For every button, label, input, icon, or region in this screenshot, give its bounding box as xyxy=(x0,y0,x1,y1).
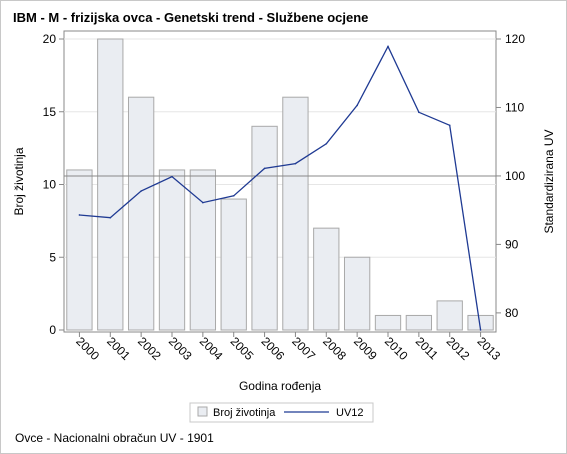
point-uv12-2000 xyxy=(78,214,81,216)
x-tick-label: 2012 xyxy=(444,334,473,363)
legend-label-bar: Broj životinja xyxy=(213,407,276,419)
point-uv12-2013 xyxy=(479,329,482,331)
bar-2006 xyxy=(251,125,278,331)
x-tick-label: 2013 xyxy=(474,334,503,363)
bar-2005 xyxy=(220,198,247,331)
x-tick-label: 2003 xyxy=(166,334,195,363)
left-tick-label: 20 xyxy=(43,32,57,46)
point-uv12-2007 xyxy=(294,162,297,165)
point-uv12-2012 xyxy=(448,124,451,127)
left-axis-title: Broj životinja xyxy=(12,147,26,215)
left-tick-label: 15 xyxy=(43,105,57,119)
x-axis-title: Godina rođenja xyxy=(239,379,321,393)
right-tick-label: 100 xyxy=(505,169,525,183)
right-tick-label: 120 xyxy=(505,32,525,46)
point-uv12-2005 xyxy=(232,194,235,197)
bar-2007 xyxy=(282,96,309,331)
bar-2012 xyxy=(436,300,463,331)
point-uv12-2003 xyxy=(171,175,173,178)
footnote: Ovce - Nacionalni obračun UV - 1901 xyxy=(15,431,214,445)
x-tick-label: 2009 xyxy=(351,334,380,363)
legend-label-line: UV12 xyxy=(336,407,364,419)
bar-2008 xyxy=(313,227,340,331)
left-tick-label: 0 xyxy=(49,323,56,337)
point-uv12-2002 xyxy=(140,190,142,192)
left-tick-label: 10 xyxy=(43,178,57,192)
x-tick-label: 2000 xyxy=(73,334,102,363)
right-axis-title: Standardizirana UV xyxy=(542,129,556,233)
x-tick-label: 2006 xyxy=(258,334,287,363)
point-uv12-2009 xyxy=(356,104,358,107)
x-tick-label: 2001 xyxy=(104,334,133,363)
bar-2003 xyxy=(158,169,186,331)
bar-2000 xyxy=(66,169,93,331)
chart-title: IBM - M - frizijska ovca - Genetski tren… xyxy=(13,10,369,25)
point-uv12-2006 xyxy=(263,167,266,170)
bar-2004 xyxy=(189,169,217,331)
bar-2011 xyxy=(405,314,433,331)
right-tick-label: 110 xyxy=(505,100,524,114)
x-tick-label: 2010 xyxy=(382,334,411,363)
bar-2002 xyxy=(127,96,155,331)
series-line-uv12 xyxy=(79,45,482,331)
bar-2009 xyxy=(343,256,371,331)
x-tick-label: 2002 xyxy=(135,334,164,363)
x-tick-label: 2007 xyxy=(289,334,318,363)
x-tick-label: 2004 xyxy=(197,334,226,363)
x-tick-label: 2008 xyxy=(320,334,349,363)
point-uv12-2008 xyxy=(325,142,328,145)
point-uv12-2001 xyxy=(109,216,112,219)
bar-2001 xyxy=(97,38,124,331)
legend-box xyxy=(189,402,374,423)
point-uv12-2004 xyxy=(202,201,204,204)
bar-2010 xyxy=(374,314,402,331)
point-uv12-2010 xyxy=(387,45,389,48)
left-tick-label: 5 xyxy=(49,250,56,264)
right-tick-label: 80 xyxy=(505,306,519,320)
x-tick-label: 2005 xyxy=(228,334,257,363)
legend-swatch-bar xyxy=(197,406,208,417)
x-tick-label: 2011 xyxy=(413,334,441,362)
right-tick-label: 90 xyxy=(505,237,519,251)
point-uv12-2011 xyxy=(418,111,420,114)
